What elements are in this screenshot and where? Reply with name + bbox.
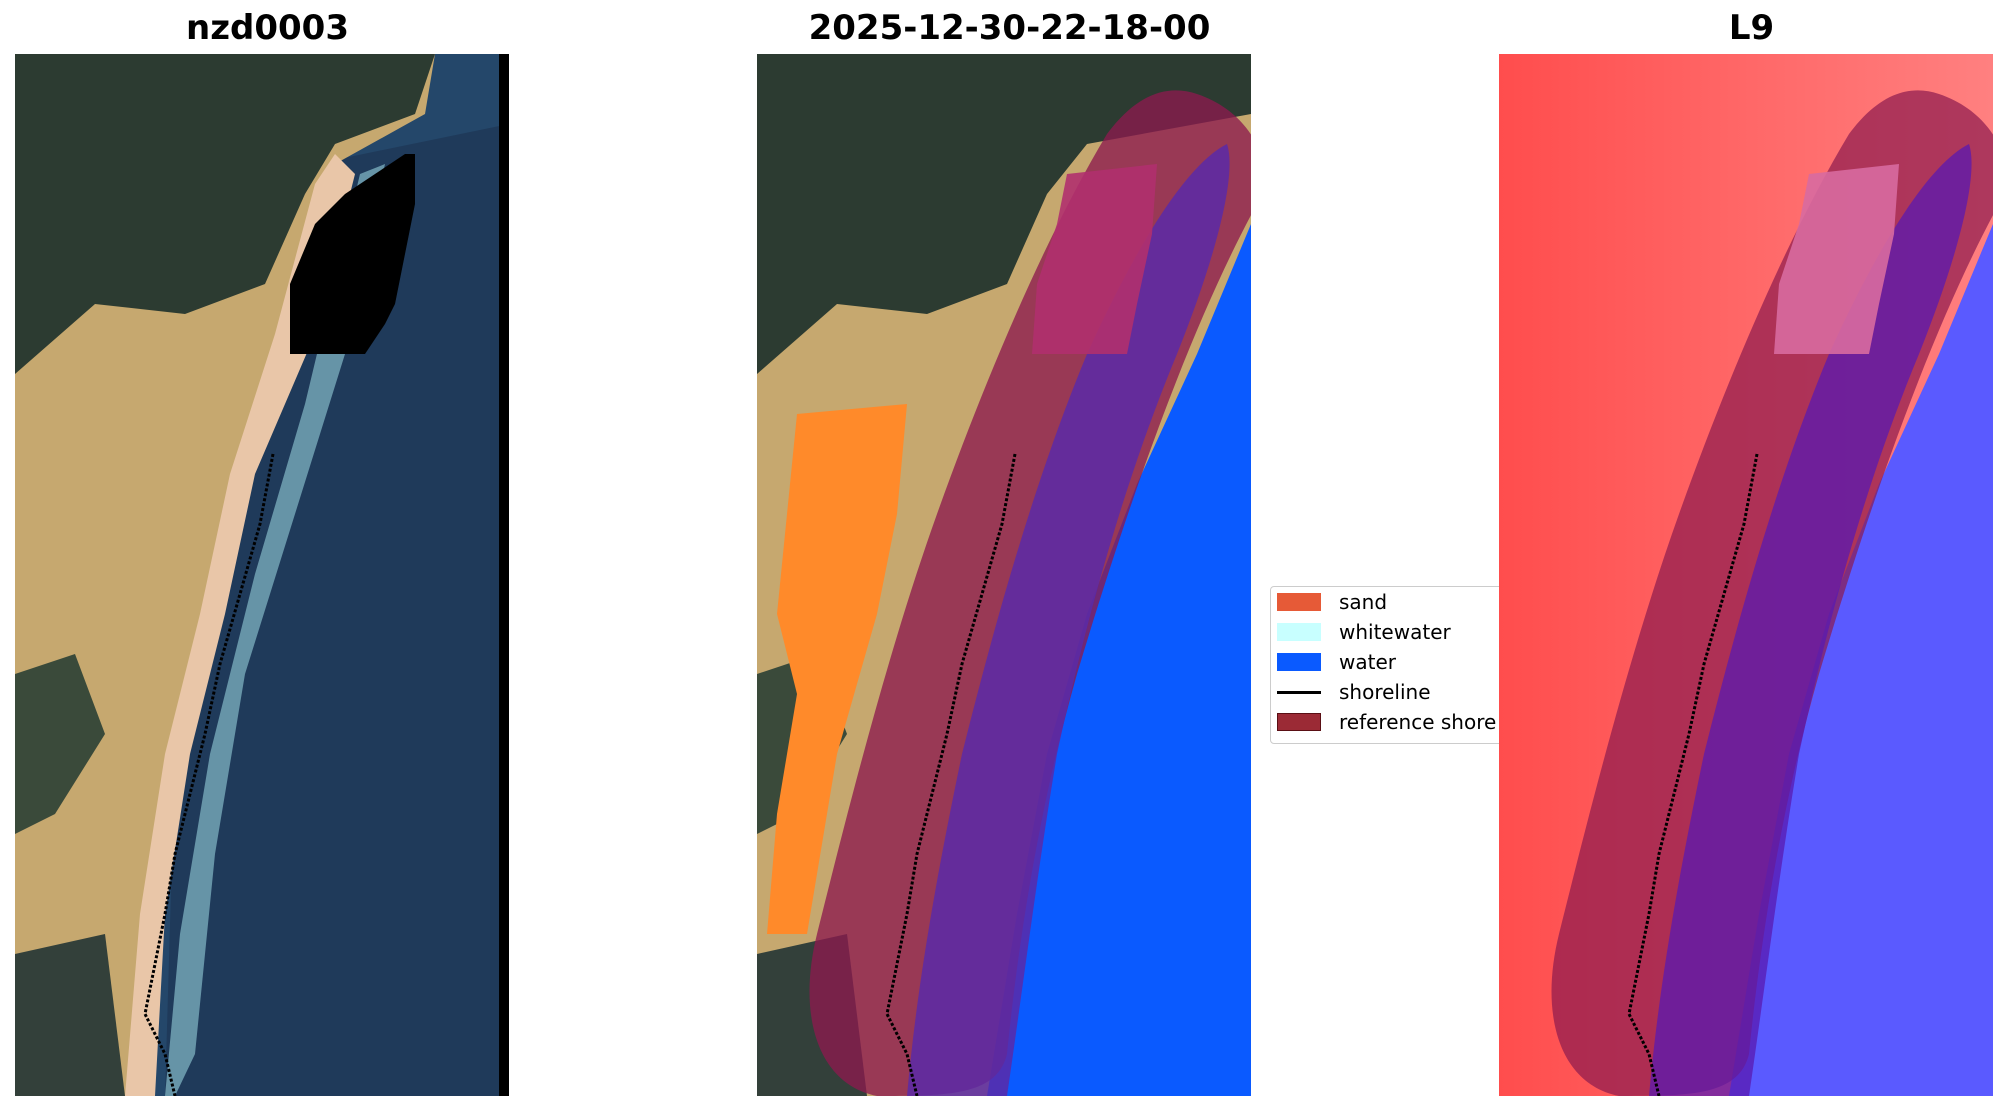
water-swatch: [1277, 653, 1321, 671]
legend-item-shoreline: shoreline: [1277, 677, 1431, 707]
rgb-image-panel: [15, 54, 509, 1096]
legend-label-whitewater: whitewater: [1339, 620, 1451, 644]
classification-image: [757, 54, 1251, 1096]
panel-title-rgb: nzd0003: [186, 8, 349, 48]
legend: sand whitewater water shoreline referenc…: [1270, 586, 1506, 744]
shoreline-line-swatch: [1277, 690, 1321, 694]
legend-label-reference-shore: reference shore: [1339, 710, 1497, 734]
classification-panel: [757, 54, 1251, 1096]
index-image: [1499, 54, 1993, 1096]
index-panel: [1499, 54, 1993, 1096]
legend-item-reference-shore: reference shore: [1277, 707, 1496, 737]
legend-item-whitewater: whitewater: [1277, 617, 1451, 647]
panel-title-index: L9: [1728, 8, 1775, 48]
legend-item-sand: sand: [1277, 587, 1387, 617]
whitewater-swatch: [1277, 623, 1321, 641]
legend-label-sand: sand: [1339, 590, 1388, 614]
legend-label-shoreline: shoreline: [1339, 680, 1431, 704]
legend-label-water: water: [1339, 650, 1396, 674]
panel-title-classification: 2025-12-30-22-18-00: [808, 8, 1211, 48]
reference-shore-swatch: [1277, 713, 1321, 731]
legend-item-water: water: [1277, 647, 1396, 677]
rgb-satellite-image: [15, 54, 509, 1096]
sand-swatch: [1277, 593, 1321, 611]
